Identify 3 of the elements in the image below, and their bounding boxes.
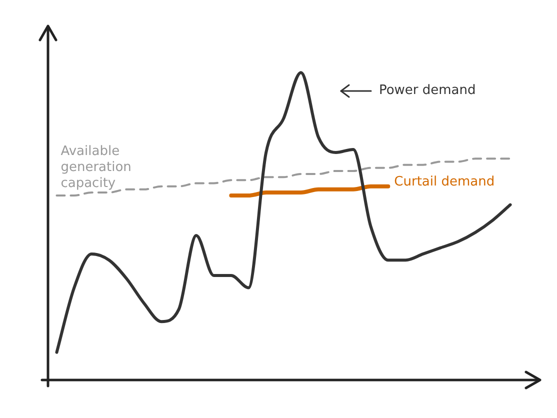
legend-label: Power demand (378, 82, 476, 98)
series-label: Curtail demand (394, 174, 495, 190)
series-label: Available generation capacity (60, 144, 132, 191)
